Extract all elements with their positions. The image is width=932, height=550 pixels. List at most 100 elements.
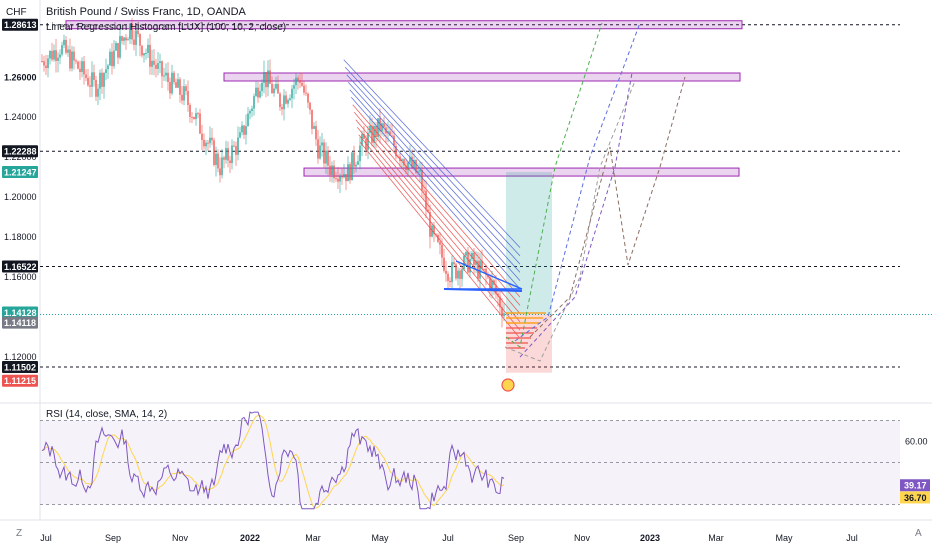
candle-body: [169, 82, 171, 94]
candle-body: [427, 209, 429, 213]
candle-body: [127, 39, 129, 41]
candle-body: [179, 79, 181, 95]
price-label-bg: [2, 18, 38, 31]
price-label-bg: [2, 145, 38, 158]
candle-body: [331, 165, 333, 175]
candle-body: [273, 88, 275, 94]
candle-body: [317, 139, 319, 159]
candle-body: [121, 36, 123, 41]
candle-body: [423, 190, 425, 192]
resistance-zone: [223, 72, 741, 82]
candle-body: [123, 37, 125, 41]
candle-body: [211, 137, 213, 141]
candle-body: [187, 91, 189, 105]
candle-body: [339, 176, 341, 182]
x-tick-label: May: [371, 533, 389, 543]
candle-body: [101, 72, 103, 87]
candle-body: [97, 88, 99, 97]
y-tick-label: 1.16000: [4, 272, 37, 282]
regression-line: [356, 126, 521, 323]
projection-path: [505, 22, 603, 348]
candle-body: [157, 63, 159, 69]
candle-body: [409, 156, 411, 163]
rsi-ma-value-label: 36.70: [904, 493, 927, 503]
candle-body: [341, 176, 343, 178]
candle-body: [469, 259, 471, 273]
candle-body: [255, 87, 257, 97]
y-tick-label: 1.18000: [4, 232, 37, 242]
candle-body: [67, 49, 69, 53]
currency-label: CHF: [6, 7, 27, 18]
candle-body: [183, 86, 185, 101]
projection-path: [504, 80, 636, 362]
candle-body: [137, 30, 139, 35]
candle-body: [57, 57, 59, 61]
candles: [41, 18, 505, 328]
price-label-bg: [2, 166, 38, 179]
rsi-line: [41, 411, 505, 510]
candle-body: [401, 159, 403, 161]
candle-body: [263, 72, 265, 83]
candle-body: [437, 234, 439, 242]
regression-line: [355, 119, 521, 314]
y-tick-label: 1.12000: [4, 352, 37, 362]
candle-body: [447, 273, 449, 281]
candle-body: [405, 165, 407, 170]
candle-body: [415, 159, 417, 173]
candle-body: [171, 72, 173, 94]
candle-body: [297, 77, 299, 81]
candle-body: [481, 260, 483, 269]
candle-body: [221, 157, 223, 176]
candle-body: [199, 113, 201, 134]
candle-body: [243, 125, 245, 135]
candle-body: [275, 84, 277, 89]
candle-body: [357, 161, 359, 165]
candle-body: [219, 168, 221, 176]
candle-body: [433, 225, 435, 235]
price-label: 1.11215: [4, 376, 36, 386]
candle-body: [209, 137, 211, 144]
candle-body: [191, 116, 193, 118]
price-label: 1.28613: [4, 20, 37, 30]
candle-body: [425, 190, 427, 210]
candle-body: [443, 257, 445, 271]
candle-body: [313, 126, 315, 129]
candle-body: [207, 142, 209, 144]
candle-body: [271, 83, 273, 94]
candle-body: [369, 125, 371, 133]
candle-body: [141, 45, 143, 56]
candle-body: [461, 269, 463, 279]
candle-body: [407, 162, 409, 170]
candle-body: [329, 165, 331, 175]
candle-body: [181, 94, 183, 101]
candle-body: [59, 54, 61, 58]
candle-body: [285, 95, 287, 104]
x-tick-label: Sep: [105, 533, 121, 543]
candle-body: [89, 85, 91, 87]
candle-body: [87, 77, 89, 86]
candle-body: [53, 50, 55, 60]
corner-left-label[interactable]: Z: [16, 528, 23, 539]
x-tick-label: Nov: [574, 533, 591, 543]
candle-body: [295, 77, 297, 86]
candle-body: [225, 148, 227, 160]
candle-body: [291, 88, 293, 99]
candle-body: [215, 153, 217, 165]
candle-body: [349, 164, 351, 181]
candle-body: [307, 93, 309, 103]
candle-body: [347, 164, 349, 182]
x-tick-label: Mar: [708, 533, 724, 543]
candle-body: [125, 37, 127, 41]
price-label: 1.22288: [4, 147, 37, 157]
candle-body: [259, 91, 261, 98]
candle-body: [195, 113, 197, 120]
x-tick-label: 2022: [240, 533, 260, 543]
price-label-bg: [2, 316, 38, 329]
rsi-ma-value-bg: [900, 491, 930, 504]
candle-body: [253, 96, 255, 109]
price-label-bg: [2, 71, 38, 83]
corner-right-label[interactable]: A: [915, 528, 922, 539]
candle-body: [393, 135, 395, 146]
